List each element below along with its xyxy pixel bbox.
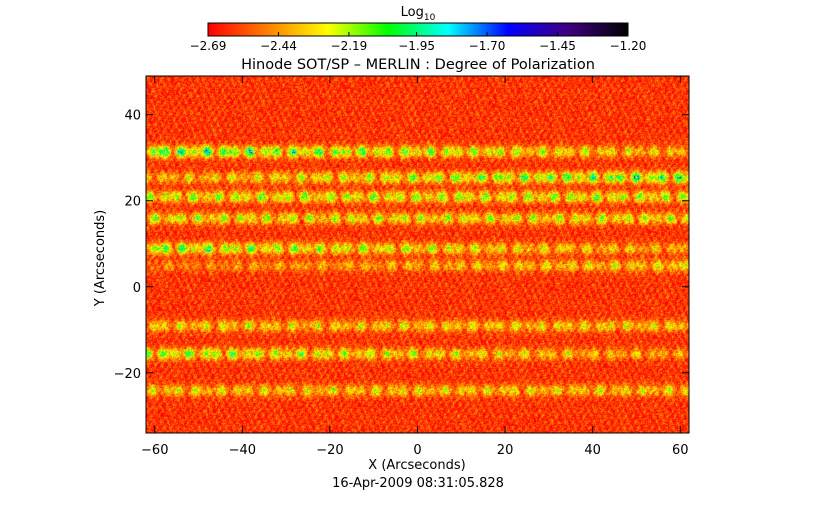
colorbar: Log10 −2.69 −2.44 −2.19 −1.95 −1.70 −1.45 −1.2… xyxy=(190,5,647,53)
y-axis-tick-label: −20 xyxy=(114,367,141,382)
x-axis-tick-label: 60 xyxy=(672,443,689,458)
x-axis: −60 −40 −20 0 20 40 60 xyxy=(141,76,689,458)
colorbar-gradient xyxy=(207,22,629,37)
plot-area: −60 −40 −20 0 20 40 60 −20 0 20 40 xyxy=(114,75,690,458)
x-axis-tick-label: 20 xyxy=(497,443,514,458)
colorbar-tick-label: −1.95 xyxy=(398,39,435,53)
colorbar-label: Log10 xyxy=(401,5,436,23)
colorbar-tick-label: −1.20 xyxy=(610,39,647,53)
chart-title: Hinode SOT/SP – MERLIN : Degree of Polar… xyxy=(241,57,595,73)
x-axis-tick-label: −20 xyxy=(316,443,343,458)
y-axis-tick-label: 0 xyxy=(133,281,141,296)
y-axis-label: Y (Arcseconds) xyxy=(93,210,108,307)
colorbar-tick-label: −2.44 xyxy=(260,39,297,53)
y-axis: −20 0 20 40 xyxy=(114,109,689,382)
colorbar-tick-label: −2.69 xyxy=(190,39,227,53)
colorbar-ticks: −2.69 −2.44 −2.19 −1.95 −1.70 −1.45 −1.20 xyxy=(190,32,647,53)
colorbar-tick-label: −2.19 xyxy=(331,39,368,53)
x-axis-tick-label: −40 xyxy=(229,443,256,458)
x-axis-tick-label: 40 xyxy=(584,443,601,458)
timestamp: 16-Apr-2009 08:31:05.828 xyxy=(332,476,504,491)
x-axis-tick-label: 0 xyxy=(413,443,421,458)
x-axis-label: X (Arcseconds) xyxy=(368,458,465,473)
y-axis-tick-label: 20 xyxy=(124,195,141,210)
polarization-heatmap xyxy=(146,76,689,433)
x-axis-tick-label: −60 xyxy=(141,443,168,458)
colorbar-tick-label: −1.70 xyxy=(469,39,506,53)
y-axis-tick-label: 40 xyxy=(124,109,141,124)
colorbar-tick-label: −1.45 xyxy=(539,39,576,53)
